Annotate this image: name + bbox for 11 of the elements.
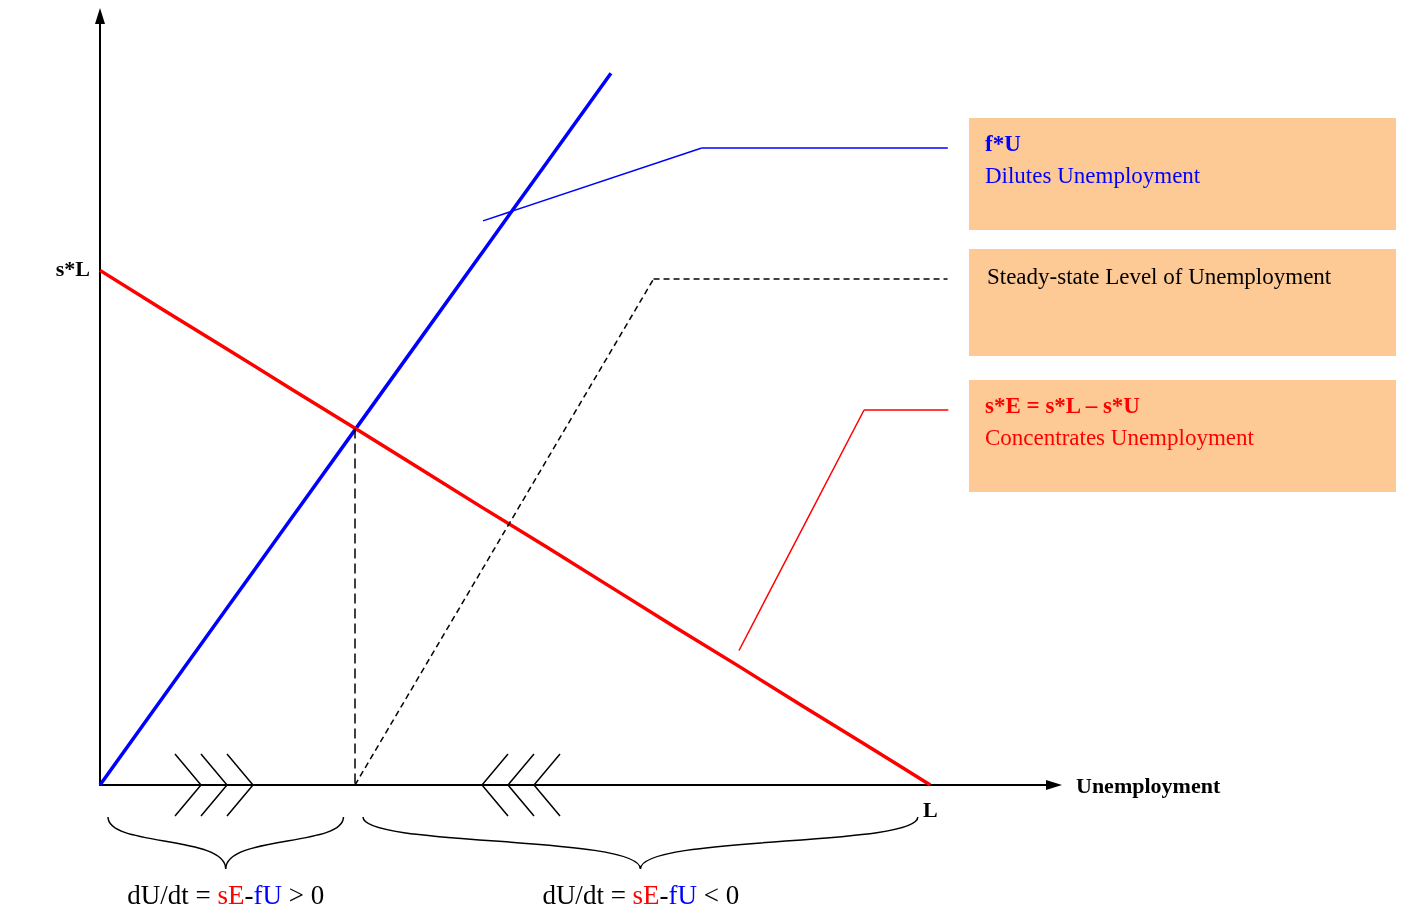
callout-box: f*U Dilutes Unemployment [969, 118, 1396, 230]
x-axis-title: Unemployment [1076, 772, 1221, 798]
text: dU/dt = sE-fU < 0 [541, 880, 741, 911]
text: s*L [54, 255, 90, 284]
text: L [921, 796, 939, 824]
callout-box: s*E = s*L – s*U Concentrates Unemployment [969, 380, 1396, 492]
annotation: Steady-state Level of Unemployment [986, 263, 1333, 291]
annotation: f*U Dilutes Unemployment [984, 130, 1202, 190]
callout-box: Steady-state Level of Unemployment [969, 249, 1396, 356]
annotation: s*E = s*L – s*U Concentrates Unemployment [984, 392, 1255, 452]
text: dU/dt = sE-fU > 0 [126, 880, 326, 911]
